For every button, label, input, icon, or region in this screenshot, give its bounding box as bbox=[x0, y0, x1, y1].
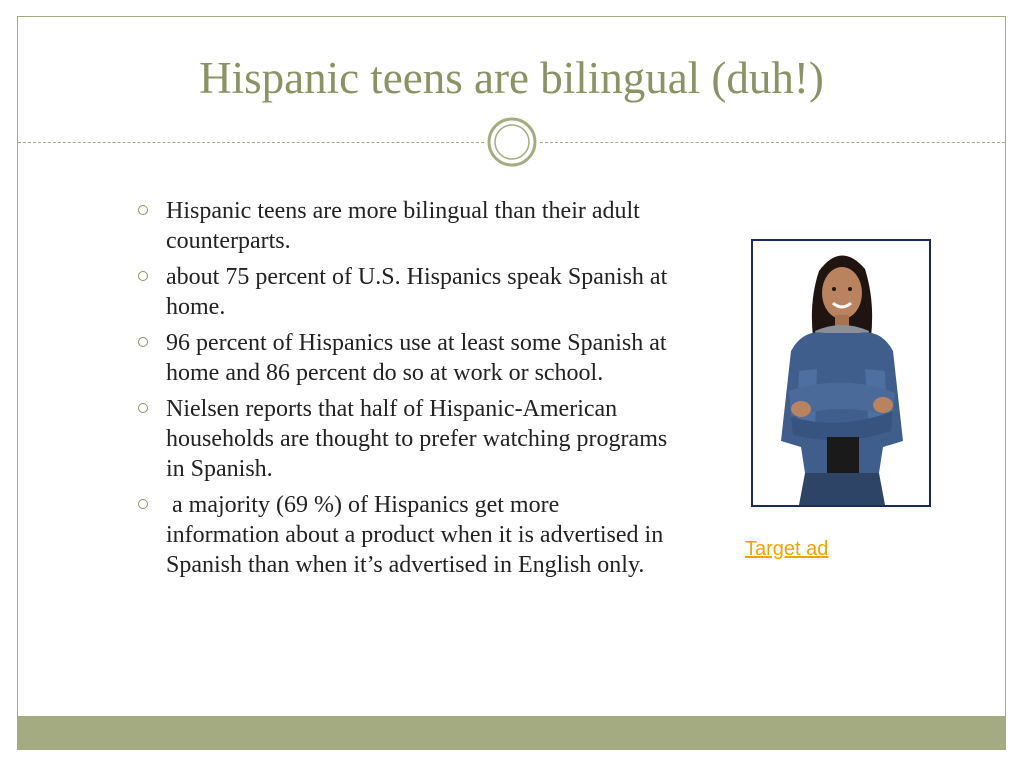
bullet-text: Hispanic teens are more bilingual than t… bbox=[166, 198, 640, 254]
bullet-text: 96 percent of Hispanics use at least som… bbox=[166, 330, 667, 386]
hollow-circle-bullet-icon bbox=[138, 403, 148, 413]
hollow-circle-bullet-icon bbox=[138, 205, 148, 215]
hollow-circle-bullet-icon bbox=[138, 499, 148, 509]
footer-bar bbox=[17, 716, 1006, 750]
teen-illustration bbox=[781, 255, 903, 505]
title-divider-right bbox=[540, 142, 1005, 143]
list-item: 96 percent of Hispanics use at least som… bbox=[136, 328, 676, 388]
list-item: about 75 percent of U.S. Hispanics speak… bbox=[136, 262, 676, 322]
bullet-text: Nielsen reports that half of Hispanic-Am… bbox=[166, 396, 668, 482]
title-divider-left bbox=[18, 142, 484, 143]
bullet-list: Hispanic teens are more bilingual than t… bbox=[136, 196, 676, 586]
target-ad-link[interactable]: Target ad bbox=[745, 538, 829, 560]
bullet-text: about 75 percent of U.S. Hispanics speak… bbox=[166, 264, 668, 320]
list-item: Hispanic teens are more bilingual than t… bbox=[136, 196, 676, 256]
bullet-text: a majority (69 %) of Hispanics get more … bbox=[166, 492, 670, 578]
hollow-circle-bullet-icon bbox=[138, 271, 148, 281]
double-circle-ornament-icon bbox=[487, 117, 537, 167]
list-item: a majority (69 %) of Hispanics get more … bbox=[136, 490, 676, 580]
list-item: Nielsen reports that half of Hispanic-Am… bbox=[136, 394, 676, 484]
hollow-circle-bullet-icon bbox=[138, 337, 148, 347]
slide-title: Hispanic teens are bilingual (duh!) bbox=[199, 53, 824, 103]
teen-photo bbox=[751, 239, 931, 507]
